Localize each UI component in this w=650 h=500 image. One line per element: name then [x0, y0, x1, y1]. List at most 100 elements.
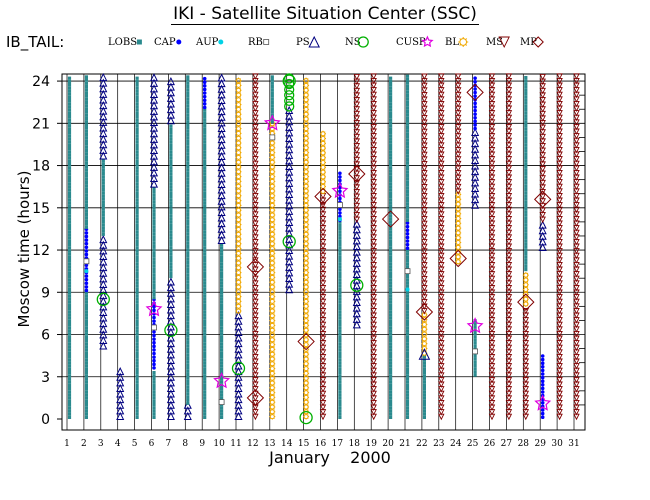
- bl-core: [236, 207, 241, 213]
- point-lobs: [405, 406, 410, 410]
- bl-ray: [307, 97, 309, 99]
- point-ps: [285, 167, 294, 176]
- point-lobs: [220, 278, 224, 282]
- point-lobs: [203, 355, 207, 359]
- bl-ray: [307, 366, 309, 368]
- point-lobs: [135, 259, 139, 263]
- bl-ray: [320, 150, 322, 152]
- bl-ray: [303, 364, 306, 367]
- point-lobs: [169, 147, 173, 151]
- bl-core: [269, 159, 275, 165]
- bl-ray: [239, 139, 241, 141]
- bl-ray: [273, 154, 275, 157]
- point-lobs: [84, 399, 88, 403]
- bl-ray: [303, 313, 306, 315]
- point-lobs: [405, 196, 410, 200]
- bl-ray: [324, 168, 326, 170]
- point-lobs: [67, 355, 72, 359]
- bl-ray: [303, 148, 306, 151]
- point-lobs: [186, 139, 190, 143]
- point-lobs: [67, 358, 72, 362]
- point-lobs: [524, 79, 528, 83]
- point-lobs: [203, 390, 207, 394]
- bl-core: [236, 97, 241, 103]
- point-lobs: [220, 332, 224, 336]
- point-bl: [303, 384, 310, 391]
- bl-core: [269, 409, 275, 415]
- segment-ps: [352, 219, 361, 329]
- bl-core: [269, 241, 275, 247]
- point-lobs: [67, 124, 72, 128]
- point-lobs: [524, 114, 528, 118]
- bl-ray: [269, 254, 272, 256]
- x-tick-label: 21: [399, 439, 410, 449]
- bl-ray: [273, 345, 275, 348]
- point-lobs: [389, 255, 393, 259]
- bl-ray: [239, 177, 241, 180]
- bl-core: [320, 155, 326, 161]
- event-mp: [517, 293, 535, 311]
- point-lobs: [389, 105, 393, 109]
- point-lobs: [220, 358, 224, 362]
- bl-ray: [303, 202, 306, 205]
- bl-core: [269, 399, 275, 405]
- legend-marker-aup: [218, 39, 224, 45]
- bl-ray: [455, 219, 458, 221]
- point-lobs: [67, 342, 72, 346]
- track-day-20: [389, 76, 393, 419]
- bl-ray: [273, 399, 275, 402]
- bl-ray: [269, 250, 272, 253]
- point-lobs: [84, 380, 88, 384]
- bl-ray: [239, 265, 241, 267]
- bl-ray: [269, 384, 272, 386]
- bl-ray: [324, 182, 326, 185]
- point-lobs: [389, 159, 393, 163]
- bl-ray: [236, 139, 238, 141]
- x-tick-label: 19: [365, 439, 377, 449]
- point-lobs: [203, 412, 207, 416]
- point-ps: [99, 257, 108, 266]
- point-lobs: [220, 364, 224, 368]
- point-ps: [285, 195, 294, 204]
- point-lobs: [389, 374, 393, 378]
- point-lobs: [135, 191, 139, 195]
- point-ps: [217, 235, 226, 244]
- point-lobs: [389, 243, 393, 247]
- point-lobs: [389, 355, 393, 359]
- bl-ray: [307, 260, 309, 262]
- point-lobs: [389, 291, 393, 295]
- point-lobs: [84, 174, 88, 178]
- point-ps: [99, 335, 108, 344]
- point-lobs: [135, 342, 139, 346]
- point-ps: [149, 157, 159, 166]
- point-lobs: [405, 93, 410, 98]
- bl-ray: [236, 294, 238, 296]
- point-lobs: [169, 134, 173, 138]
- bl-ray: [239, 216, 241, 218]
- bl-ray: [273, 342, 275, 344]
- point-cap: [152, 304, 156, 309]
- bl-ray: [269, 236, 272, 238]
- bl-ray: [459, 200, 461, 202]
- segment-ms: [573, 73, 580, 421]
- point-lobs: [169, 207, 173, 211]
- bl-ray: [459, 238, 461, 241]
- bl-ray: [523, 300, 525, 302]
- point-lobs: [84, 403, 88, 407]
- bl-ray: [273, 196, 275, 199]
- point-lobs: [135, 351, 139, 355]
- point-lobs: [389, 207, 393, 211]
- point-lobs: [135, 300, 139, 304]
- point-lobs: [152, 219, 156, 223]
- point-lobs: [389, 380, 393, 384]
- bl-ray: [320, 131, 322, 133]
- point-lobs: [422, 374, 426, 378]
- bl-ray: [269, 163, 272, 165]
- bl-ray: [303, 254, 306, 256]
- bl-ray: [455, 253, 458, 255]
- point-lobs: [84, 113, 88, 117]
- point-ps: [352, 230, 361, 239]
- point-lobs: [338, 294, 342, 298]
- bl-core: [236, 169, 241, 175]
- point-lobs: [405, 396, 410, 400]
